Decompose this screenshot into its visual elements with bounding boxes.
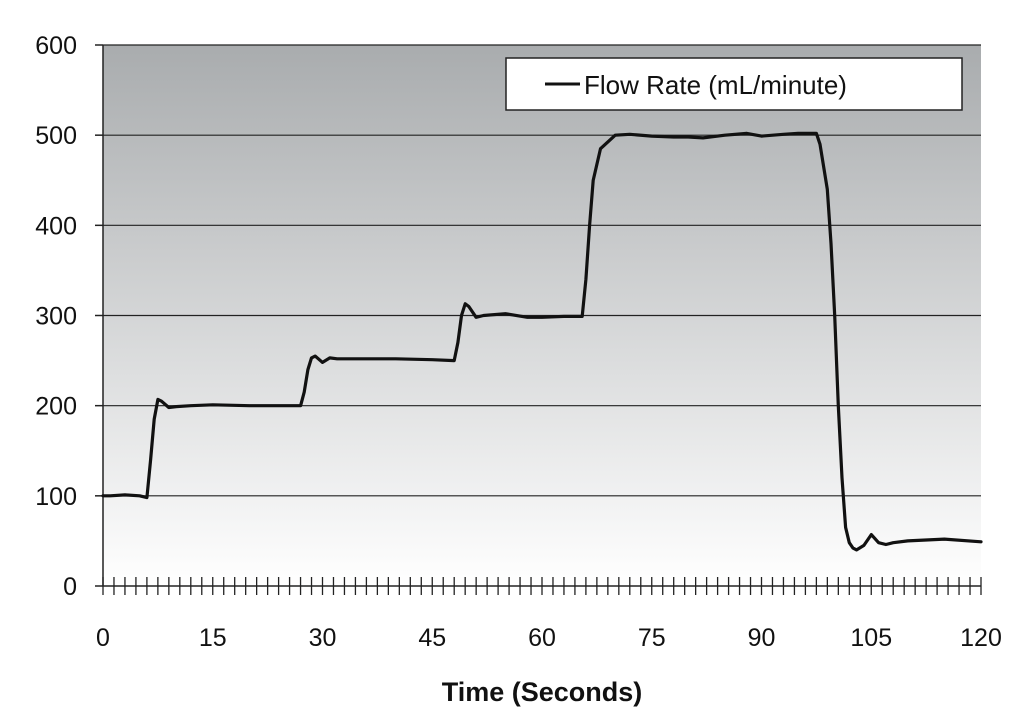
y-tick-label: 100 <box>35 483 77 511</box>
series-line-flow-rate <box>101 131 983 552</box>
y-tick-label: 500 <box>35 122 77 150</box>
legend: Flow Rate (mL/minute) <box>505 57 963 111</box>
y-tick-label: 600 <box>35 32 77 60</box>
x-axis-title: Time (Seconds) <box>442 677 643 707</box>
legend-label-flow-rate: Flow Rate (mL/minute) <box>584 70 847 100</box>
x-tick-label: 90 <box>748 624 776 652</box>
y-tick-label: 200 <box>35 393 77 421</box>
tick-marks <box>102 577 982 595</box>
x-tick-label: 15 <box>199 624 227 652</box>
series-lines <box>101 131 983 552</box>
x-tick-label: 0 <box>96 624 110 652</box>
x-tick-label: 105 <box>850 624 892 652</box>
x-tick-label: 60 <box>528 624 556 652</box>
y-tick-label: 400 <box>35 212 77 240</box>
x-tick-label: 75 <box>638 624 666 652</box>
y-tick-label: 300 <box>35 303 77 331</box>
x-tick-label: 120 <box>960 624 1002 652</box>
y-tick-label: 0 <box>63 573 77 601</box>
legend-box <box>505 57 963 111</box>
x-tick-label: 45 <box>418 624 446 652</box>
x-tick-label: 30 <box>309 624 337 652</box>
tick-labels: 0 100 200 300 400 500 600 0 15 30 45 60 75 90 105 120 <box>35 32 1002 652</box>
